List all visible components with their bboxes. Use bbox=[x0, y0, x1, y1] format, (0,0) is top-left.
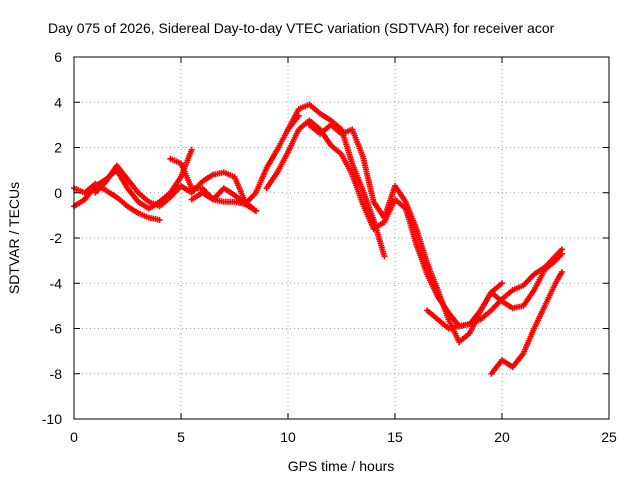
x-tick-label: 0 bbox=[70, 429, 78, 445]
series-sat-h bbox=[306, 121, 565, 346]
chart-title: Day 075 of 2026, Sidereal Day-to-day VTE… bbox=[48, 20, 555, 36]
y-tick-label: 0 bbox=[54, 185, 62, 201]
y-tick-label: 6 bbox=[54, 49, 62, 65]
data-point bbox=[558, 268, 565, 275]
y-tick-label: -4 bbox=[50, 275, 63, 291]
series-sat-i bbox=[424, 246, 565, 332]
data-point bbox=[156, 216, 163, 223]
y-tick-label: 4 bbox=[54, 94, 62, 110]
x-axis-title: GPS time / hours bbox=[288, 458, 395, 474]
data-point bbox=[188, 146, 195, 153]
data-point bbox=[252, 207, 259, 214]
series-sat-a bbox=[71, 146, 195, 212]
y-axis-title: SDTVAR / TECUs bbox=[6, 182, 22, 294]
series-sat-c bbox=[92, 162, 259, 214]
series-sat-j bbox=[488, 268, 565, 377]
data-point bbox=[499, 280, 505, 287]
y-tick-label: 2 bbox=[54, 140, 62, 156]
series-sat-f bbox=[263, 117, 505, 330]
y-tick-label: -8 bbox=[50, 366, 63, 382]
y-tick-label: -10 bbox=[42, 411, 62, 427]
data-series bbox=[71, 101, 565, 377]
x-tick-label: 10 bbox=[280, 429, 296, 445]
y-tick-label: -2 bbox=[50, 230, 63, 246]
x-tick-label: 25 bbox=[601, 429, 617, 445]
x-tick-label: 15 bbox=[387, 429, 403, 445]
data-point bbox=[558, 246, 565, 253]
x-tick-label: 5 bbox=[177, 429, 185, 445]
series-sat-g bbox=[285, 101, 388, 260]
grid bbox=[74, 57, 609, 419]
y-tick-label: -6 bbox=[50, 321, 63, 337]
data-point bbox=[381, 253, 388, 260]
series-sat-b bbox=[71, 180, 163, 223]
x-tick-label: 20 bbox=[494, 429, 510, 445]
